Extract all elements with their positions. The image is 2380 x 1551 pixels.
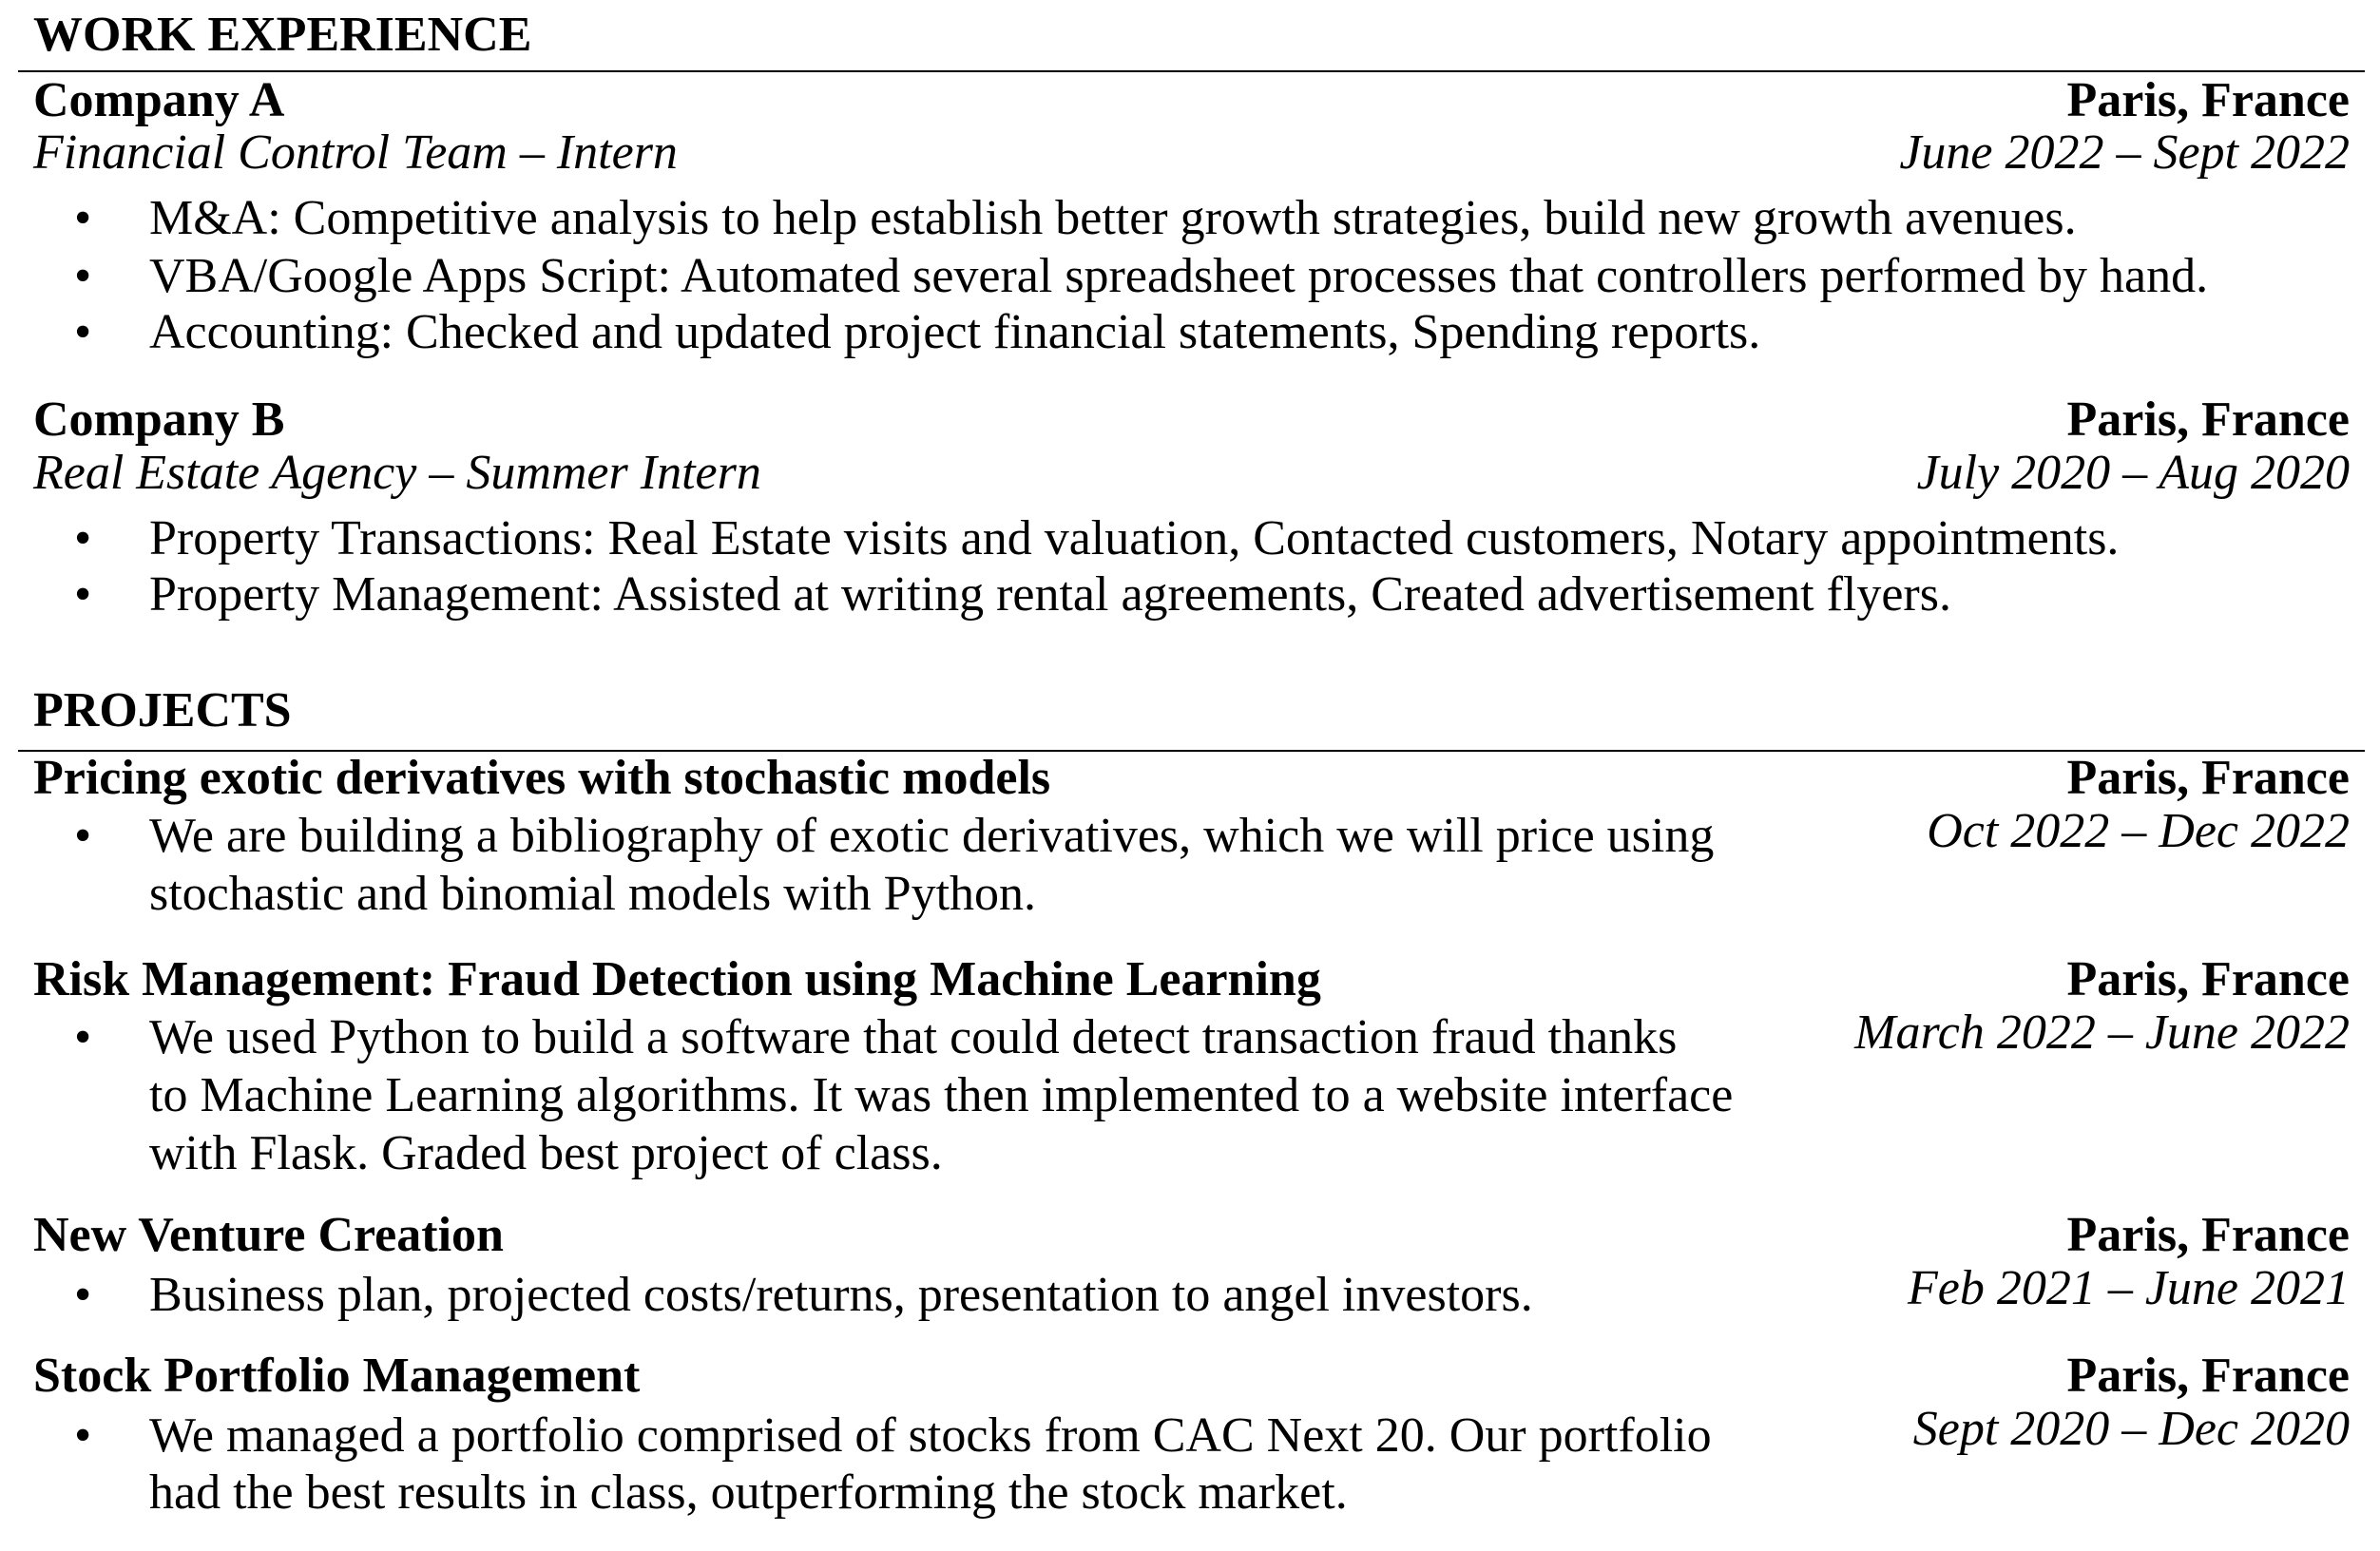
bullet-icon: • [74,1010,92,1064]
bullet-text: VBA/Google Apps Script: Automated severa… [149,249,2209,303]
entry-location: Paris, France [2066,73,2350,127]
section-divider [18,70,2365,72]
project-name: Risk Management: Fraud Detection using M… [33,952,1321,1006]
bullet-text: with Flask. Graded best project of class… [149,1126,943,1180]
section-title-projects: PROJECTS [33,683,292,737]
entry-dates: June 2022 – Sept 2022 [1899,125,2350,180]
bullet-icon: • [74,191,92,245]
project-location: Paris, France [2066,952,2350,1006]
bullet-text: We managed a portfolio comprised of stoc… [149,1408,1712,1463]
project-dates: March 2022 – June 2022 [1854,1005,2350,1060]
entry-location: Paris, France [2066,393,2350,447]
project-name: New Venture Creation [33,1208,504,1262]
project-name: Pricing exotic derivatives with stochast… [33,751,1051,805]
bullet-icon: • [74,305,92,359]
project-dates: Feb 2021 – June 2021 [1907,1261,2350,1315]
bullet-icon: • [74,1268,92,1322]
project-location: Paris, France [2066,1208,2350,1262]
bullet-text: We are building a bibliography of exotic… [149,809,1715,863]
project-location: Paris, France [2066,1349,2350,1403]
entry-name: Company A [33,73,285,127]
project-location: Paris, France [2066,751,2350,805]
entry-role: Financial Control Team – Intern [33,125,678,180]
bullet-text: had the best results in class, outperfor… [149,1465,1348,1520]
bullet-icon: • [74,249,92,303]
entry-role: Real Estate Agency – Summer Intern [33,446,761,500]
project-name: Stock Portfolio Management [33,1349,641,1403]
entry-dates: July 2020 – Aug 2020 [1916,446,2350,500]
bullet-icon: • [74,511,92,565]
bullet-text: Business plan, projected costs/returns, … [149,1268,1533,1322]
bullet-text: Accounting: Checked and updated project … [149,305,1761,359]
bullet-text: M&A: Competitive analysis to help establ… [149,191,2077,245]
bullet-icon: • [74,567,92,622]
bullet-text: Property Transactions: Real Estate visit… [149,511,2120,565]
bullet-text: We used Python to build a software that … [149,1010,1678,1064]
project-dates: Sept 2020 – Dec 2020 [1912,1402,2350,1456]
bullet-icon: • [74,809,92,863]
section-title-work-experience: WORK EXPERIENCE [33,8,532,62]
bullet-text: stochastic and binomial models with Pyth… [149,867,1037,921]
entry-name: Company B [33,393,285,447]
project-dates: Oct 2022 – Dec 2022 [1927,804,2350,858]
bullet-text: to Machine Learning algorithms. It was t… [149,1068,1734,1122]
bullet-text: Property Management: Assisted at writing… [149,567,1951,622]
bullet-icon: • [74,1408,92,1463]
section-divider [18,750,2365,752]
